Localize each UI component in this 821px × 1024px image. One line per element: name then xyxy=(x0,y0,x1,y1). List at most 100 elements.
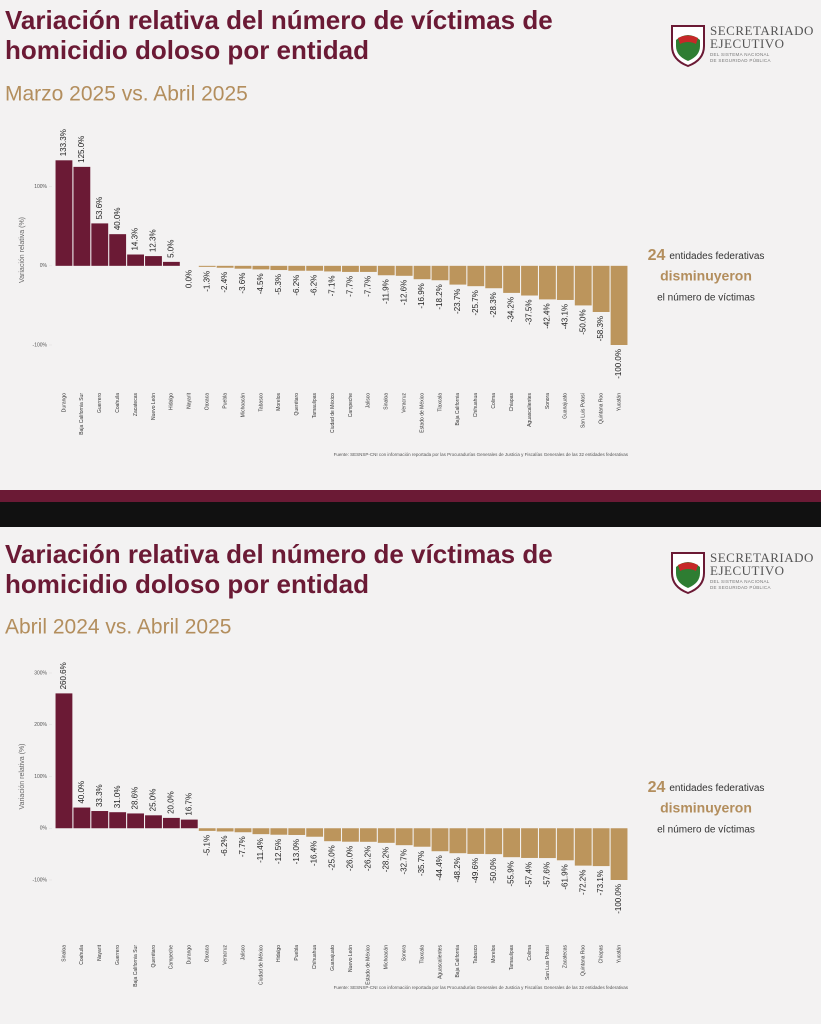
x-tick-label: Colima xyxy=(491,393,497,409)
chart-title: Variación relativa del número de víctima… xyxy=(5,539,553,569)
bar xyxy=(216,828,234,832)
summary-text: el número de víctimas xyxy=(657,825,755,836)
value-label: -7.1% xyxy=(328,275,337,296)
x-tick-label: Puebla xyxy=(222,393,228,409)
source-note: Fuente: SESNSP-CNI con información repor… xyxy=(334,985,629,990)
x-tick-label: San Luis Potosí xyxy=(545,944,551,980)
bar xyxy=(55,693,73,829)
y-axis-label: Variación relativa (%) xyxy=(19,743,26,809)
value-label: -50.0% xyxy=(578,309,587,334)
x-tick-label: Zacatecas xyxy=(133,393,139,417)
x-tick-label: Tlaxcala xyxy=(437,393,443,412)
summary-text: el número de víctimas xyxy=(657,293,755,304)
bar xyxy=(574,265,592,306)
bar xyxy=(109,812,127,829)
value-label: 40.0% xyxy=(77,781,86,804)
x-tick-label: Chiapas xyxy=(509,393,515,412)
value-label: -73.1% xyxy=(596,870,605,895)
chart-subtitle: Marzo 2025 vs. Abril 2025 xyxy=(5,83,248,106)
chart-panel: Variación relativa del número de víctima… xyxy=(5,5,814,457)
x-tick-label: Sinaloa xyxy=(384,393,390,410)
value-label: -6.2% xyxy=(310,275,319,296)
x-tick-label: Quintana Roo xyxy=(581,945,587,976)
x-tick-label: Veracruz xyxy=(402,393,408,413)
value-label: -16.9% xyxy=(417,283,426,308)
bar xyxy=(413,828,431,847)
y-tick-label: 300% xyxy=(34,670,47,676)
bar xyxy=(610,265,628,345)
value-label: -16.4% xyxy=(310,841,319,866)
value-label: -100.0% xyxy=(614,884,623,914)
value-label: -13.0% xyxy=(292,839,301,864)
value-label: -50.0% xyxy=(489,858,498,883)
bar xyxy=(539,828,556,859)
value-label: 125.0% xyxy=(77,136,86,163)
x-tick-label: Oaxaca xyxy=(205,945,211,962)
bar xyxy=(413,265,431,280)
x-tick-label: Zacatecas xyxy=(563,945,569,969)
y-tick-label: -100% xyxy=(33,342,48,348)
value-label: -7.7% xyxy=(363,276,372,297)
value-label: -6.2% xyxy=(292,275,301,296)
summary-text: entidades federativas xyxy=(669,251,764,262)
value-label: -34.2% xyxy=(507,297,516,322)
value-label: 16.7% xyxy=(184,793,193,816)
x-tick-label: Chiapas xyxy=(598,945,604,964)
logo-text: EJECUTIVO xyxy=(710,563,785,578)
summary-highlight: disminuyeron xyxy=(660,800,752,816)
value-label: -61.9% xyxy=(560,864,569,889)
bar xyxy=(234,265,252,269)
y-tick-label: 100% xyxy=(34,184,47,190)
x-tick-label: Quintana Roo xyxy=(598,393,604,424)
bar xyxy=(592,265,610,312)
x-tick-label: Durango xyxy=(187,945,193,964)
value-label: -35.7% xyxy=(417,851,426,876)
bar xyxy=(503,265,521,293)
x-tick-label: Hidalgo xyxy=(169,393,175,410)
value-label: -11.4% xyxy=(256,838,265,863)
bar xyxy=(288,828,306,835)
value-label: 25.0% xyxy=(149,789,158,812)
value-label: -57.6% xyxy=(543,862,552,887)
x-tick-label: Hidalgo xyxy=(276,945,282,962)
x-tick-label: Coahuila xyxy=(115,393,121,413)
logo-shield xyxy=(678,35,698,44)
x-tick-label: Michoacán xyxy=(384,945,390,969)
chart-title: Variación relativa del número de víctima… xyxy=(5,5,553,35)
bar xyxy=(610,828,628,880)
bar xyxy=(270,265,288,271)
bar xyxy=(503,828,521,858)
logo-text: DE SEGURIDAD PÚBLICA xyxy=(710,57,771,63)
bar xyxy=(431,265,449,281)
logo-text: SECRETARIADO xyxy=(710,23,814,38)
value-label: 133.3% xyxy=(59,129,68,156)
bar xyxy=(592,828,610,867)
source-note: Fuente: SESNSP-CNI con información repor… xyxy=(334,452,629,457)
bar xyxy=(574,828,592,866)
y-tick-label: -100% xyxy=(33,877,48,883)
x-tick-label: Oaxaca xyxy=(205,393,211,410)
x-tick-label: Ciudad de México xyxy=(258,945,264,985)
bar xyxy=(556,828,574,861)
bar xyxy=(145,815,162,829)
value-label: -37.5% xyxy=(525,300,534,325)
value-label: -7.7% xyxy=(238,836,247,857)
logo-text: SECRETARIADO xyxy=(710,550,814,565)
chart-title: homicidio doloso por entidad xyxy=(5,569,369,599)
bar xyxy=(234,828,252,833)
bar xyxy=(306,265,324,271)
bar xyxy=(216,265,234,268)
bar xyxy=(162,817,180,829)
x-tick-label: Guerrero xyxy=(97,393,103,413)
value-label: -72.2% xyxy=(578,870,587,895)
bar xyxy=(539,265,556,300)
bar xyxy=(127,813,144,829)
summary-text: 24 entidades federativas xyxy=(648,247,765,264)
value-label: -5.3% xyxy=(274,274,283,295)
bar xyxy=(91,811,109,829)
logo-text: EJECUTIVO xyxy=(710,36,785,51)
x-tick-label: Tabasco xyxy=(473,945,479,964)
bar xyxy=(485,828,503,855)
value-label: -5.1% xyxy=(202,835,211,856)
divider xyxy=(0,502,821,527)
